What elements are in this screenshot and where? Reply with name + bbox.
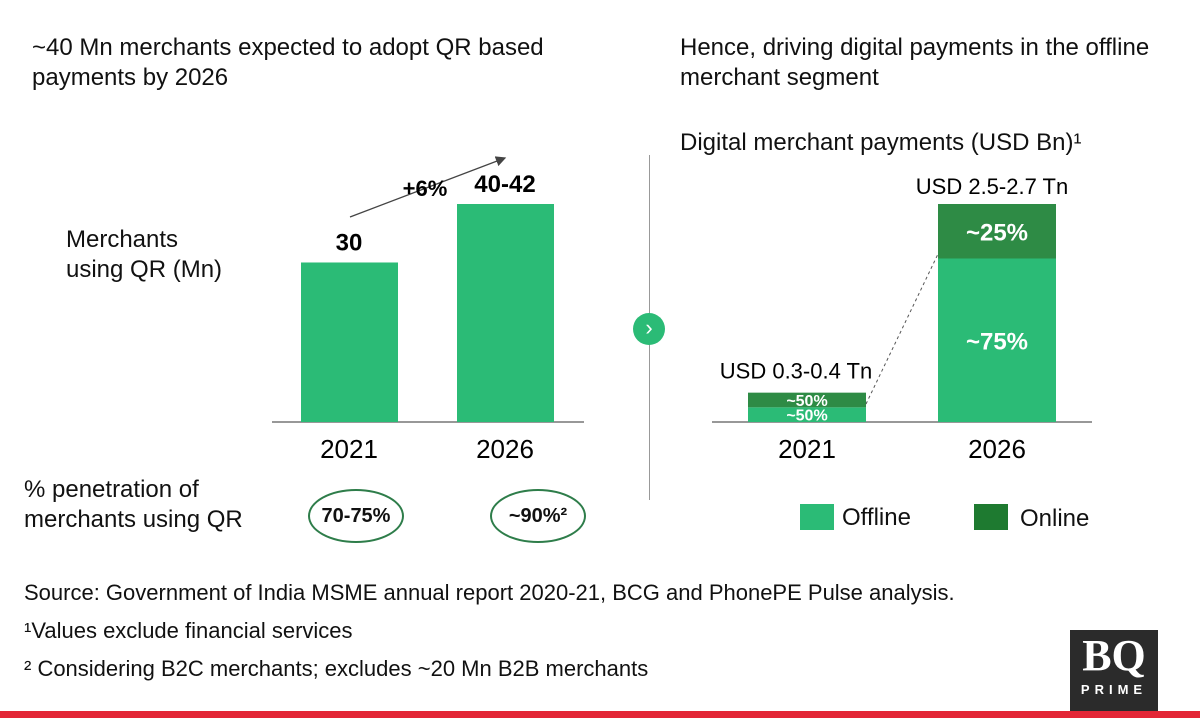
footnote-1: ¹Values exclude financial services [24, 618, 353, 643]
right-total-label: USD 2.5-2.7 Tn [916, 174, 1068, 199]
growth-label: +6% [403, 176, 448, 201]
left-bar-2021 [301, 262, 398, 422]
right-bar-offline-2026 [938, 258, 1056, 422]
growth-arrow [349, 156, 507, 218]
legend-label-online: Online [1020, 505, 1090, 532]
left-bar-label: 40-42 [474, 171, 535, 198]
right-x-tick: 2026 [968, 434, 1026, 464]
penetration-2021: 70-75% [308, 489, 404, 543]
penetration-label: % penetration of merchants using QR [24, 476, 243, 533]
left-y-label: Merchants using QR (Mn) [66, 226, 223, 283]
footnote-2: ² Considering B2C merchants; excludes ~2… [24, 656, 649, 681]
legend-swatch-online [974, 504, 1008, 530]
source-note: Source: Government of India MSME annual … [24, 580, 955, 605]
right-bar-offline-2021 [748, 407, 866, 422]
right-segment-label: ~25% [966, 219, 1028, 246]
left-bar-label: 30 [336, 229, 363, 256]
right-x-tick: 2021 [778, 434, 836, 464]
left-x-tick: 2026 [476, 434, 534, 464]
logo-sub: PRIME [1080, 682, 1148, 697]
right-segment-label: ~50% [786, 393, 827, 410]
left-heading: ~40 Mn merchants expected to adopt QR ba… [32, 34, 544, 91]
right-heading: Hence, driving digital payments in the o… [680, 34, 1150, 91]
right-bar-online-2026 [938, 204, 1056, 259]
right-total-label: USD 0.3-0.4 Tn [720, 359, 872, 384]
logo-text: BQ [1082, 631, 1146, 680]
right-chart-title: Digital merchant payments (USD Bn)¹ [680, 129, 1082, 156]
legend-swatch-offline [800, 504, 834, 530]
right-segment-label: ~75% [966, 328, 1028, 355]
legend-label-offline: Offline [842, 504, 911, 531]
left-bar-2026 [457, 204, 554, 422]
left-x-tick: 2021 [320, 434, 378, 464]
right-segment-label: ~50% [786, 408, 827, 425]
chevron-right-icon: › [633, 313, 665, 345]
bottom-accent-bar [0, 711, 1200, 718]
connector-line [865, 253, 939, 405]
bq-prime-logo: BQ PRIME [1070, 630, 1158, 718]
penetration-2026: ~90%² [490, 489, 586, 543]
right-bar-online-2021 [748, 392, 866, 408]
